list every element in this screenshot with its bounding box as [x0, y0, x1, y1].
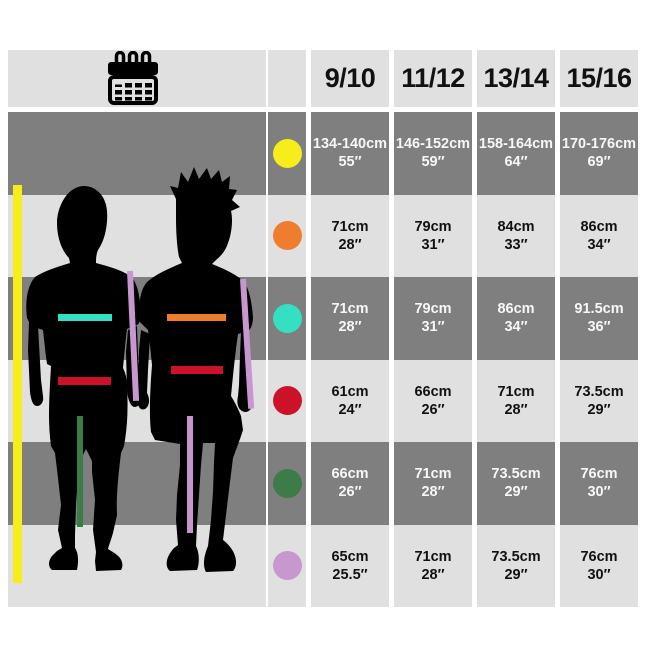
- size-cell: 71cm 28″: [394, 524, 472, 607]
- measure-dot-cell: [268, 359, 306, 442]
- size-cell: 134-140cm 55″: [311, 112, 389, 195]
- size-cell: 66cm 26″: [311, 442, 389, 525]
- arm-line-boy: [127, 270, 140, 401]
- table-row-waist: 61cm 24″ 66cm 26″ 71cm 28″ 73.5cm 29″: [268, 359, 639, 442]
- waist-dot: [272, 386, 302, 416]
- size-column-header-1: 9/10: [311, 50, 389, 107]
- size-cell: 71cm 28″: [311, 277, 389, 360]
- calendar-icon: [108, 51, 158, 105]
- children-silhouettes: [13, 167, 255, 583]
- girl-left-arm: [137, 330, 150, 410]
- stripe-band-1: [8, 112, 266, 195]
- boy-left-arm: [28, 322, 44, 406]
- size-cell: 73.5cm 29″: [477, 524, 555, 607]
- calendar-grid: [115, 83, 152, 101]
- chest-line-girl: [167, 314, 226, 321]
- size-cell: 71cm 28″: [311, 194, 389, 277]
- size-table-header: 9/10 11/12 13/14 15/16: [268, 50, 639, 107]
- table-row-inseam-girl: 65cm 25.5″ 71cm 28″ 73.5cm 29″ 76cm 30″: [268, 524, 639, 607]
- size-cell: 71cm 28″: [477, 359, 555, 442]
- size-cell: 170-176cm 69″: [560, 112, 638, 195]
- size-cell: 65cm 25.5″: [311, 524, 389, 607]
- size-cell: 84cm 33″: [477, 194, 555, 277]
- header-corner-cell: [268, 50, 306, 107]
- size-column-header-2: 11/12: [394, 50, 472, 107]
- waist-line-boy: [58, 377, 111, 385]
- measure-dot-cell: [268, 442, 306, 525]
- measure-dot-cell: [268, 277, 306, 360]
- size-cell: 66cm 26″: [394, 359, 472, 442]
- measure-dot-cell: [268, 524, 306, 607]
- measure-dot-cell: [268, 112, 306, 195]
- chest-line-boy: [58, 314, 112, 321]
- size-cell: 91.5cm 36″: [560, 277, 638, 360]
- size-cell: 73.5cm 29″: [477, 442, 555, 525]
- size-table: 9/10 11/12 13/14 15/16 134-140cm 55″ 146-…: [268, 50, 639, 607]
- size-cell: 71cm 28″: [394, 442, 472, 525]
- size-cell: 73.5cm 29″: [560, 359, 638, 442]
- size-column-header-4: 15/16: [560, 50, 638, 107]
- height-line: [13, 185, 22, 583]
- waist-line-girl: [171, 366, 223, 374]
- chest-boy-dot: [272, 303, 302, 333]
- inseam-girl-dot: [272, 551, 302, 581]
- size-cell: 146-152cm 59″: [394, 112, 472, 195]
- size-cell: 79cm 31″: [394, 194, 472, 277]
- size-cell: 86cm 34″: [477, 277, 555, 360]
- height-dot: [272, 138, 302, 168]
- size-cell: 61cm 24″: [311, 359, 389, 442]
- arm-line-girl: [240, 278, 255, 409]
- inseam-boy-dot: [272, 468, 302, 498]
- inseam-line-boy: [77, 416, 83, 527]
- table-row-chest-girl: 71cm 28″ 79cm 31″ 84cm 33″ 86cm 34″: [268, 194, 639, 277]
- table-row-height: 134-140cm 55″ 146-152cm 59″ 158-164cm 64″ 1…: [268, 112, 639, 195]
- size-cell: 76cm 30″: [560, 524, 638, 607]
- measure-dot-cell: [268, 194, 306, 277]
- size-cell: 79cm 31″: [394, 277, 472, 360]
- table-row-inseam-boy: 66cm 26″ 71cm 28″ 73.5cm 29″ 76cm 30″: [268, 442, 639, 525]
- table-row-chest-boy: 71cm 28″ 79cm 31″ 86cm 34″ 91.5cm 36″: [268, 277, 639, 360]
- size-column-header-3: 13/14: [477, 50, 555, 107]
- inseam-line-girl: [187, 416, 193, 533]
- size-cell: 76cm 30″: [560, 442, 638, 525]
- size-cell: 86cm 34″: [560, 194, 638, 277]
- chest-girl-dot: [272, 221, 302, 251]
- size-cell: 158-164cm 64″: [477, 112, 555, 195]
